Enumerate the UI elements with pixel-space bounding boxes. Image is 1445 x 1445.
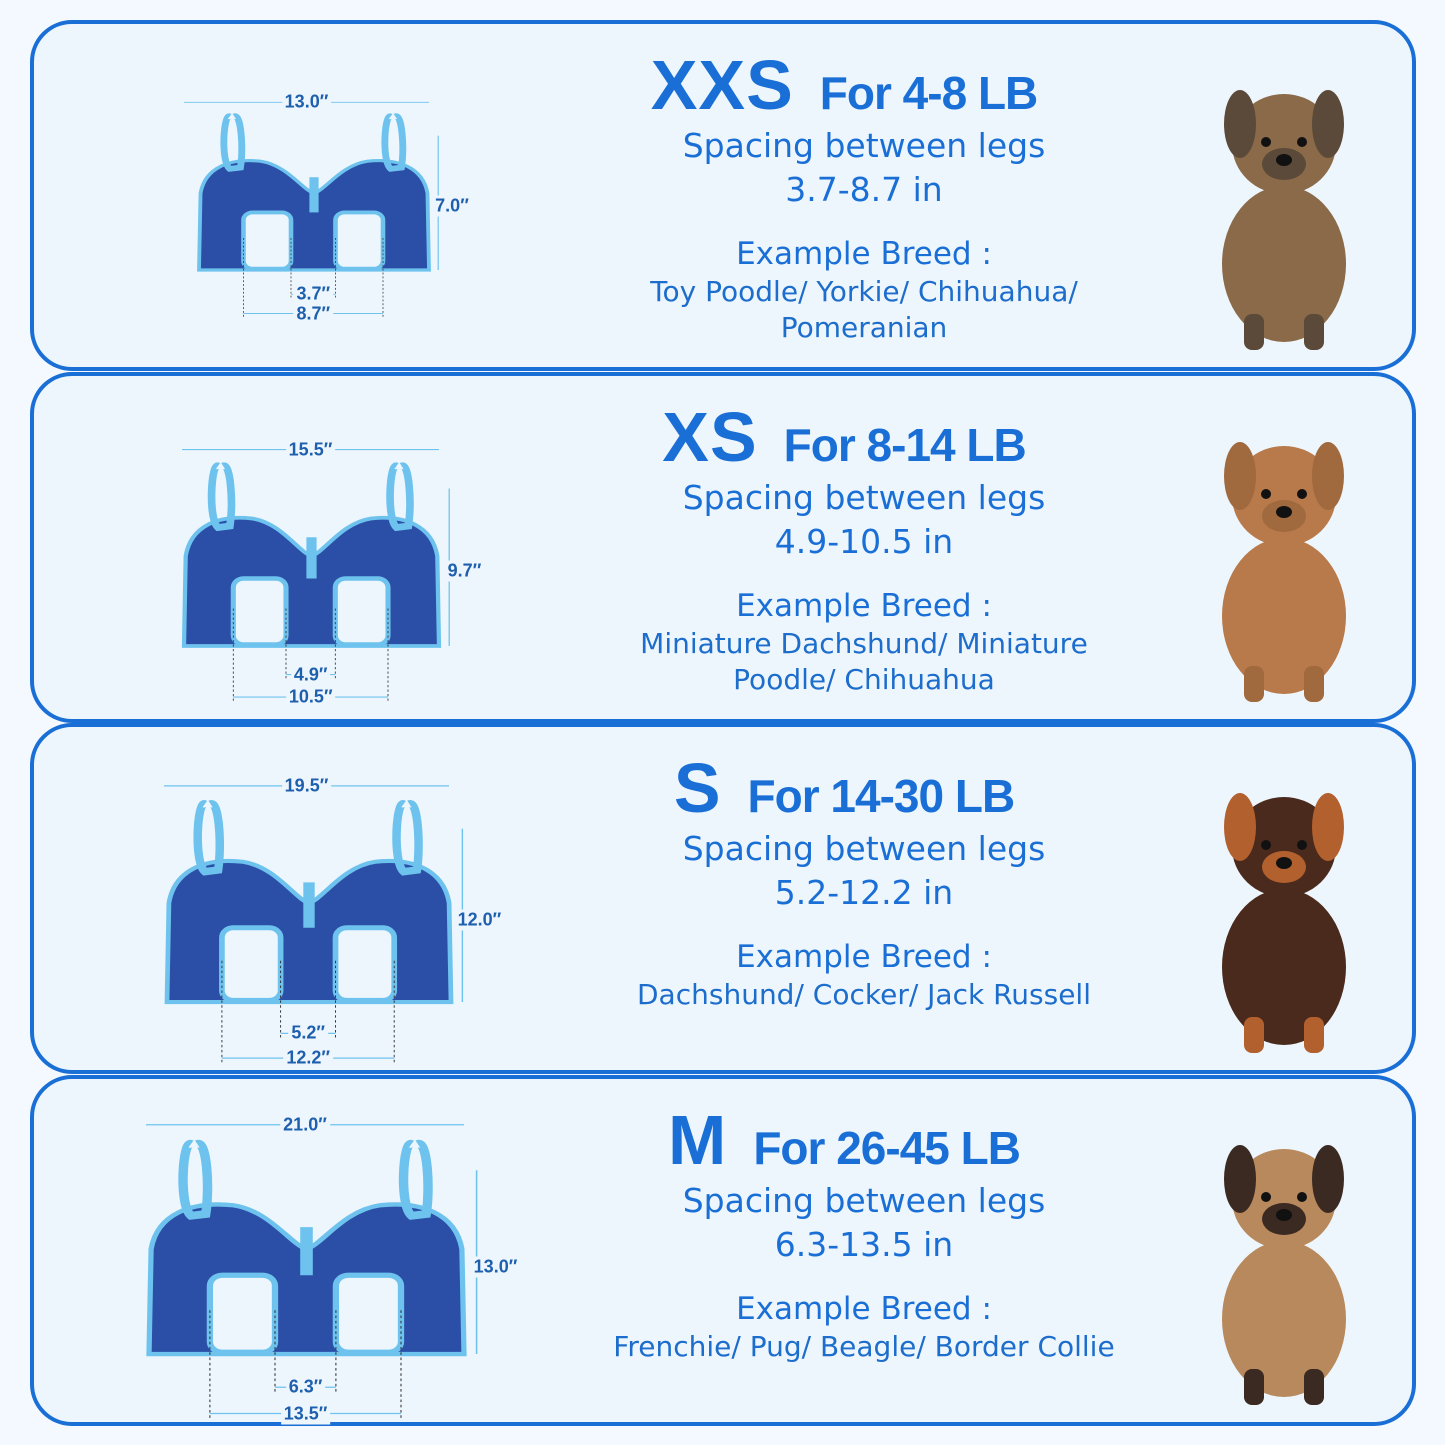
size-label: M [668,1101,728,1179]
inner-leg-dimension: 3.7″ [293,283,334,305]
harness-image [164,785,464,1064]
inner-leg-dimension: 6.3″ [285,1376,326,1398]
spacing-label: Spacing between legs [682,126,1046,165]
dog-photo-poodle [1222,442,1346,702]
breed-list-line: Miniature Dachshund/ Miniature [640,627,1088,660]
outer-leg-dimension: 13.5″ [280,1403,331,1424]
breed-label: Example Breed : [736,1291,992,1327]
harness-diagram: 19.5″ 12.0″ 5.2″ 12.2″ [164,775,505,1069]
inner-leg-dimension: 4.9″ [290,664,331,685]
breed-label: Example Breed : [736,588,992,624]
outer-leg-dimension: 10.5″ [285,686,336,708]
size-info: XXS For 4-8 LB Spacing between legs 3.7-8… [564,46,1164,346]
width-dimension: 19.5″ [281,775,332,797]
breed-label: Example Breed : [736,939,992,975]
size-label: XS [662,398,758,476]
breed-list-line: Toy Poodle/ Yorkie/ Chihuahua/ [650,275,1078,308]
size-info: M For 26-45 LB Spacing between legs 6.3-1… [564,1101,1164,1365]
size-info: S For 14-30 LB Spacing between legs 5.2-1… [564,749,1164,1013]
height-dimension: 7.0″ [432,195,472,217]
height-dimension: 12.0″ [454,909,505,930]
size-title: S For 14-30 LB [524,749,1164,827]
breed-list-line: Poodle/ Chihuahua [733,663,995,696]
dog-photo-dachshund [1222,793,1346,1053]
height-dimension: 13.0″ [470,1256,521,1277]
harness-diagram: 13.0″ 7.0″ 3.7″ 8.7″ [183,91,472,325]
breed-list-line: Pomeranian [780,311,948,344]
height-dimension: 9.7″ [444,560,485,582]
outer-leg-dimension: 8.7″ [293,303,334,325]
spacing-value: 6.3-13.5 in [774,1225,954,1264]
size-title: XS For 8-14 LB [524,398,1164,476]
harness-diagram: 21.0″ 13.0″ 6.3″ 13.5″ [146,1114,521,1424]
weight-range: For 4-8 LB [819,67,1038,119]
size-label: S [673,749,722,827]
harness-image [183,101,439,318]
width-dimension: 21.0″ [280,1114,330,1136]
width-dimension: 13.0″ [281,91,332,113]
harness-image [181,448,450,703]
spacing-value: 3.7-8.7 in [785,170,943,209]
spacing-label: Spacing between legs [682,829,1046,868]
size-card-xs: 15.5″ 9.7″ 4.9″ 10.5″ XS For 8-14 LB Spac… [30,372,1416,723]
size-title: XXS For 4-8 LB [524,46,1164,124]
dog-photo-french-bulldog [1222,1145,1346,1405]
spacing-value: 4.9-10.5 in [774,522,954,561]
outer-leg-dimension: 12.2″ [283,1047,333,1069]
width-dimension: 15.5″ [285,439,336,460]
size-card-s: 19.5″ 12.0″ 5.2″ 12.2″ S For 14-30 LB Spa… [30,723,1416,1074]
spacing-label: Spacing between legs [682,478,1046,517]
harness-diagram: 15.5″ 9.7″ 4.9″ 10.5″ [181,439,485,708]
size-label: XXS [650,46,794,124]
spacing-label: Spacing between legs [682,1181,1046,1220]
breed-list-line: Frenchie/ Pug/ Beagle/ Border Collie [613,1330,1115,1363]
inner-leg-dimension: 5.2″ [288,1022,328,1044]
breed-list-line: Dachshund/ Cocker/ Jack Russell [637,978,1091,1011]
weight-range: For 26-45 LB [753,1122,1021,1174]
size-card-xxs: 13.0″ 7.0″ 3.7″ 8.7″ XXS For 4-8 LB Spaci… [30,20,1416,371]
size-title: M For 26-45 LB [524,1101,1164,1179]
harness-image [146,1124,478,1420]
weight-range: For 8-14 LB [783,419,1027,471]
size-card-m: 21.0″ 13.0″ 6.3″ 13.5″ M For 26-45 LB Spa… [30,1075,1416,1426]
size-info: XS For 8-14 LB Spacing between legs 4.9-1… [564,398,1164,698]
breed-label: Example Breed : [736,236,992,272]
spacing-value: 5.2-12.2 in [774,873,954,912]
dog-photo-yorkie [1222,90,1346,350]
weight-range: For 14-30 LB [747,770,1016,822]
